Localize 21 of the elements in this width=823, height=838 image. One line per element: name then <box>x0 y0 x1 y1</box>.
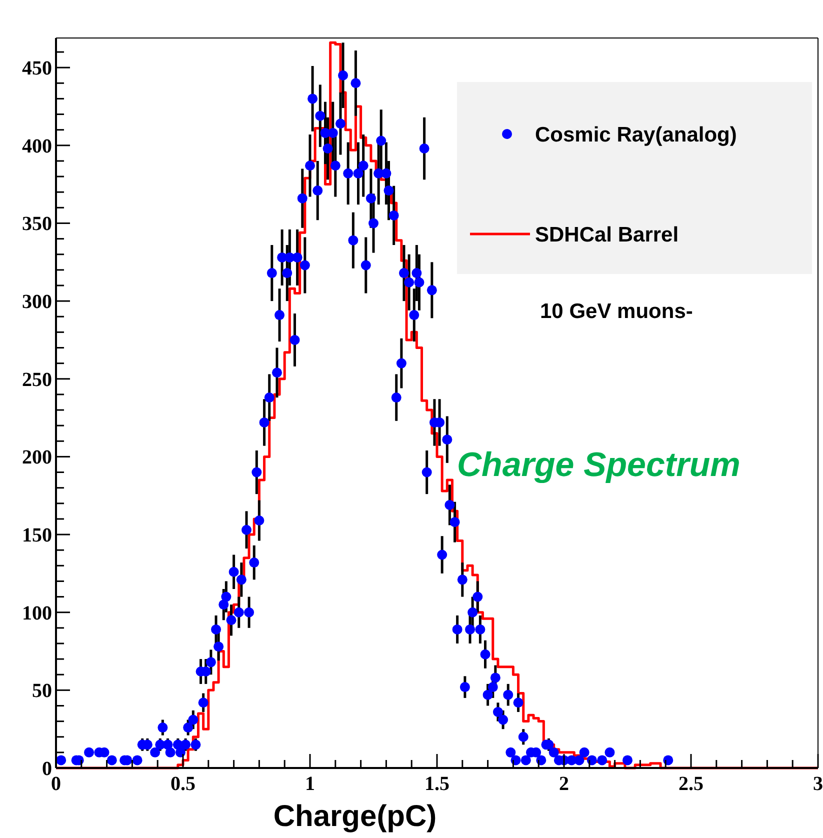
x-tick-label: 1 <box>305 773 315 795</box>
x-tick-label: 2 <box>559 773 569 795</box>
y-tick-label: 150 <box>22 524 52 547</box>
annotation: 10 GeV muons- <box>540 300 693 323</box>
y-tick-label: 50 <box>32 680 52 702</box>
y-tick-label: 450 <box>22 58 52 80</box>
y-tick-label: 0 <box>42 758 52 780</box>
x-tick-label: 3 <box>813 773 823 795</box>
y-tick-label: 200 <box>22 446 52 469</box>
y-tick-label: 350 <box>22 213 52 236</box>
x-tick-label: 0.5 <box>170 773 196 795</box>
legend-label: SDHCal Barrel <box>535 223 679 246</box>
legend-label: Cosmic Ray(analog) <box>535 123 737 146</box>
x-axis-title: Charge(pC) <box>273 800 437 833</box>
y-tick-label: 250 <box>22 368 52 391</box>
y-tick-label: 400 <box>22 135 52 158</box>
y-tick-label: 100 <box>22 602 52 624</box>
annotation: Charge Spectrum <box>457 446 740 484</box>
x-tick-label: 2.5 <box>678 773 704 795</box>
y-tick-label: 300 <box>22 291 52 314</box>
x-tick-label: 1.5 <box>424 773 450 795</box>
